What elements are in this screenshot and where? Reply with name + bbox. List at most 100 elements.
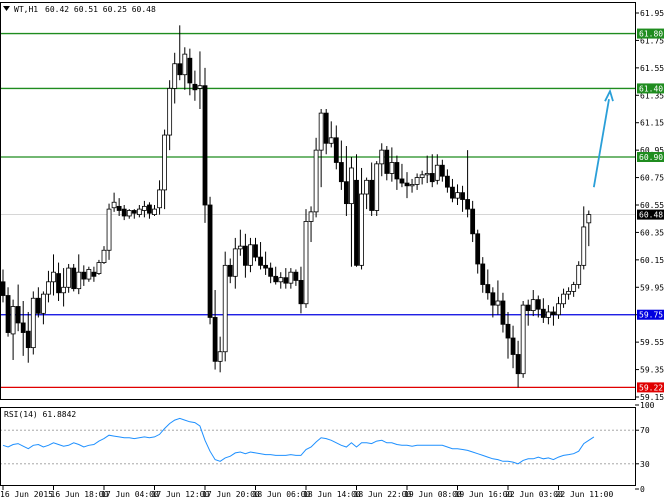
candle[interactable] <box>525 299 531 326</box>
candle[interactable] <box>359 167 364 270</box>
candle[interactable] <box>379 143 385 177</box>
candle[interactable] <box>576 261 582 289</box>
candle[interactable] <box>162 129 168 210</box>
candle[interactable] <box>192 70 198 101</box>
candle[interactable] <box>253 237 258 262</box>
candle[interactable] <box>101 246 107 264</box>
candle[interactable] <box>237 229 243 256</box>
candle[interactable] <box>76 254 82 295</box>
candle[interactable] <box>556 296 561 319</box>
candle[interactable] <box>318 109 324 188</box>
candle[interactable] <box>561 288 566 308</box>
candle[interactable] <box>86 266 92 282</box>
candle[interactable] <box>0 269 6 303</box>
candle[interactable] <box>273 266 279 285</box>
candle[interactable] <box>419 170 425 185</box>
candle[interactable] <box>268 262 274 284</box>
candle[interactable] <box>460 185 465 212</box>
candle[interactable] <box>293 269 299 286</box>
candle[interactable] <box>546 305 551 325</box>
candle[interactable] <box>111 192 117 212</box>
candle[interactable] <box>242 233 248 278</box>
candle[interactable] <box>172 52 178 104</box>
candle[interactable] <box>222 251 228 362</box>
candle[interactable] <box>46 270 51 303</box>
candle[interactable] <box>126 209 132 219</box>
candle[interactable] <box>298 266 304 314</box>
candle[interactable] <box>30 291 36 355</box>
candle[interactable] <box>520 301 526 378</box>
candle[interactable] <box>571 281 577 297</box>
candle[interactable] <box>157 180 162 215</box>
candle[interactable] <box>434 154 440 185</box>
candle[interactable] <box>141 200 147 218</box>
candle[interactable] <box>586 210 592 247</box>
candle[interactable] <box>500 292 506 333</box>
candle[interactable] <box>121 205 127 221</box>
candle[interactable] <box>51 254 56 296</box>
candle[interactable] <box>212 290 218 370</box>
candle[interactable] <box>343 146 349 216</box>
candle[interactable] <box>131 209 137 219</box>
candle[interactable] <box>106 203 112 260</box>
candle[interactable] <box>424 155 430 184</box>
candle[interactable] <box>490 287 496 318</box>
candle[interactable] <box>404 172 410 199</box>
candle[interactable] <box>455 184 460 205</box>
candle[interactable] <box>35 287 41 318</box>
candle[interactable] <box>444 169 450 193</box>
candle[interactable] <box>96 259 102 275</box>
candle[interactable] <box>91 266 97 282</box>
candle[interactable] <box>333 125 339 170</box>
candle[interactable] <box>540 298 546 323</box>
candle[interactable] <box>535 295 541 318</box>
candle[interactable] <box>475 229 481 274</box>
candle[interactable] <box>207 196 213 325</box>
candle[interactable] <box>248 237 253 273</box>
candle[interactable] <box>394 155 400 190</box>
candle[interactable] <box>197 51 203 109</box>
candle[interactable] <box>5 287 11 337</box>
candle[interactable] <box>313 137 319 218</box>
triangle-down-icon[interactable] <box>3 6 10 11</box>
candle[interactable] <box>303 209 309 308</box>
candle[interactable] <box>470 200 476 243</box>
candle[interactable] <box>283 268 289 289</box>
candle[interactable] <box>510 325 516 369</box>
candle[interactable] <box>258 242 263 270</box>
candle[interactable] <box>308 206 314 243</box>
candle[interactable] <box>450 178 455 203</box>
candle[interactable] <box>465 150 471 218</box>
candle[interactable] <box>515 340 521 388</box>
candle[interactable] <box>136 205 142 218</box>
candle[interactable] <box>485 269 491 300</box>
candle[interactable] <box>328 121 334 148</box>
candle[interactable] <box>147 202 152 219</box>
candle[interactable] <box>399 163 405 188</box>
candle[interactable] <box>202 67 208 223</box>
candle[interactable] <box>495 280 501 315</box>
candle[interactable] <box>20 301 26 356</box>
candle[interactable] <box>278 272 284 289</box>
candle[interactable] <box>323 109 329 155</box>
candle[interactable] <box>56 262 61 301</box>
candle[interactable] <box>10 299 16 360</box>
candle[interactable] <box>227 258 233 284</box>
candle[interactable] <box>177 25 183 81</box>
candle[interactable] <box>25 311 31 363</box>
candle[interactable] <box>505 311 511 359</box>
candle[interactable] <box>414 173 420 190</box>
candle[interactable] <box>409 178 415 193</box>
candle[interactable] <box>384 146 390 181</box>
candle[interactable] <box>61 268 66 307</box>
candle[interactable] <box>66 263 72 293</box>
candle[interactable] <box>349 157 354 267</box>
candle[interactable] <box>530 290 536 317</box>
candle[interactable] <box>551 306 556 326</box>
rsi-line[interactable] <box>2 417 595 465</box>
candle[interactable] <box>389 147 395 182</box>
candle[interactable] <box>81 265 87 286</box>
candle[interactable] <box>41 291 46 325</box>
candle[interactable] <box>71 263 77 292</box>
candle[interactable] <box>187 48 193 96</box>
